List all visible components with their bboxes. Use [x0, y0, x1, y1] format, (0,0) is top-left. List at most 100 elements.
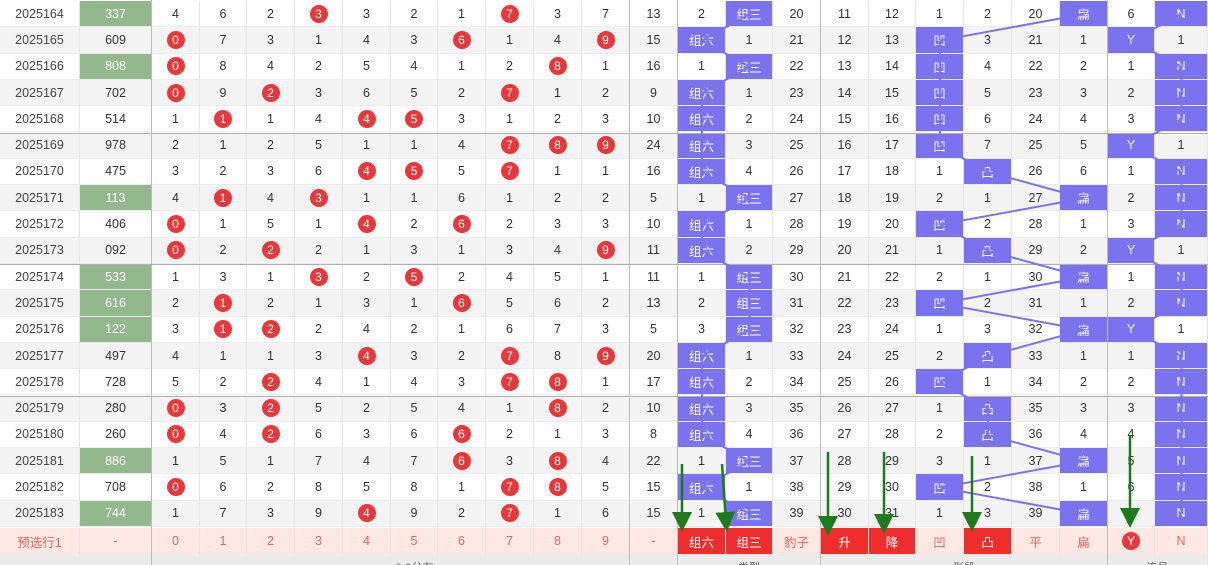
consecutive-no-cell-text: N — [1176, 6, 1186, 21]
consecutive-yes-cell: 6 — [1108, 1, 1155, 28]
predict-digit-button[interactable]: 6 — [438, 528, 486, 555]
shape-flat-cell-text: 27 — [1028, 190, 1043, 205]
digit-cell-text: 1 — [172, 269, 179, 284]
type-group3-cell: 组三 — [726, 1, 773, 28]
predict-tu-button[interactable]: 凸 — [964, 528, 1012, 555]
digit-cell: 6 — [438, 448, 486, 475]
column-group-divider — [629, 0, 630, 565]
type-baozi-cell: 22 — [773, 53, 821, 80]
predict-ao-button[interactable]: 凹 — [916, 528, 964, 555]
predict-baozi-button[interactable]: 豹子 — [773, 528, 821, 555]
predict-span-cell-text: - — [651, 534, 656, 548]
shape-concave-cell-text: 凹 — [933, 34, 946, 49]
shape-oblate-cell: 1 — [1060, 290, 1108, 317]
digit-cell-text: 4 — [410, 59, 418, 74]
hit-ball: 2 — [261, 372, 280, 391]
shape-convex-cell-text: 2 — [984, 295, 991, 310]
digit-cell: 4 — [295, 369, 343, 396]
shape-concave-cell-text: 1 — [936, 506, 943, 521]
footer-shape-label-text: 形段 — [953, 559, 975, 565]
digit-cell: 1 — [582, 53, 630, 80]
type-group6-cell-text: 1 — [698, 269, 705, 284]
shape-flat-cell: 32 — [1012, 316, 1060, 343]
shape-concave-cell-text: 1 — [936, 243, 943, 258]
predict-ping-button[interactable]: 平 — [1012, 528, 1060, 555]
span-cell-text: 10 — [646, 401, 661, 416]
predict-digit-button[interactable]: 7 — [486, 528, 534, 555]
draw-number-cell: 609 — [80, 27, 152, 54]
digit-cell-text: 3 — [458, 374, 465, 389]
shape-convex-cell: 2 — [964, 211, 1012, 238]
hit-ball: 7 — [500, 136, 519, 155]
digit-cell: 3 — [534, 211, 582, 238]
digit-cell: 7 — [200, 500, 247, 527]
hit-ball: 9 — [596, 346, 615, 365]
predict-form1-button[interactable]: 组六 — [678, 528, 726, 555]
predict-digit-button[interactable]: 5 — [391, 528, 438, 555]
digit-cell: 3 — [247, 500, 295, 527]
digit-cell-text: 5 — [363, 59, 370, 74]
consecutive-no-cell: 1 — [1155, 132, 1208, 159]
digit-cell-text: 2 — [410, 217, 418, 232]
type-group3-cell-text: 组三 — [736, 271, 762, 286]
predict-digit-button[interactable]: 2 — [247, 528, 295, 555]
hit-ball: 6 — [452, 425, 471, 444]
digit-cell-text: 1 — [602, 374, 609, 389]
digit-cell: 6 — [438, 290, 486, 317]
consecutive-no-cell-text: N — [1176, 506, 1186, 521]
type-group6-cell-text: 组六 — [688, 376, 714, 391]
predict-form2-button[interactable]: 组三 — [726, 528, 773, 555]
span-cell: 16 — [630, 158, 678, 186]
shape-rise-cell: 11 — [821, 1, 869, 28]
span-cell: 9 — [630, 79, 678, 107]
shape-flat-cell-text: 26 — [1028, 164, 1043, 179]
predict-digit-button[interactable]: 9 — [582, 528, 630, 555]
shape-oblate-cell-text: 1 — [1080, 217, 1087, 232]
consecutive-no-cell-text: 1 — [1177, 138, 1185, 153]
digit-cell: 7 — [295, 448, 343, 475]
span-cell: 16 — [630, 53, 678, 80]
predict-no-button[interactable]: N — [1155, 528, 1208, 555]
type-baozi-cell-text: 21 — [789, 32, 804, 47]
predict-digit-button[interactable]: 0 — [152, 528, 200, 555]
digit-cell-text: 4 — [554, 32, 561, 47]
digit-cell-text: 1 — [410, 190, 418, 205]
digit-cell: 4 — [438, 395, 486, 422]
predict-digit-button[interactable]: 3 — [295, 528, 343, 555]
digit-cell: 2 — [438, 500, 486, 527]
shape-flat-cell: 21 — [1012, 27, 1060, 54]
type-group3-cell-text: 组三 — [736, 455, 762, 470]
digit-cell: 2 — [200, 369, 247, 396]
hit-ball: 9 — [596, 30, 615, 49]
digit-cell: 4 — [343, 27, 391, 54]
digit-cell: 1 — [486, 395, 534, 422]
hit-ball: 1 — [214, 320, 232, 339]
digit-cell-text: 7 — [554, 322, 561, 337]
shape-oblate-cell: 1 — [1060, 474, 1108, 501]
predict-digit-button[interactable]: 8 — [534, 528, 582, 555]
type-group6-cell-text: 组六 — [688, 218, 714, 233]
shape-concave-cell: 2 — [916, 264, 964, 291]
predict-jiang-button[interactable]: 降 — [869, 528, 916, 555]
digit-cell: 2 — [152, 132, 200, 159]
issue-cell-text: 2025176 — [15, 322, 64, 337]
predict-digit-button[interactable]: 4 — [343, 528, 391, 555]
draw-number-cell-text: 702 — [105, 85, 126, 100]
shape-concave-cell-text: 2 — [936, 269, 943, 284]
shape-convex-cell: 1 — [964, 369, 1012, 396]
digit-cell-text: 1 — [506, 111, 513, 126]
consecutive-no-cell-text: N — [1176, 401, 1186, 416]
issue-cell: 2025181 — [0, 448, 80, 475]
shape-oblate-cell: 扁 — [1060, 316, 1108, 343]
predict-sheng-button[interactable]: 升 — [821, 528, 869, 555]
digit-cell-text: 5 — [410, 85, 418, 100]
predict-bian-button[interactable]: 扁 — [1060, 528, 1108, 555]
predict-consecutive-yes-button[interactable]: Y — [1108, 528, 1155, 555]
digit-cell: 8 — [200, 53, 247, 80]
shape-flat-cell-text: 38 — [1028, 480, 1043, 495]
digit-cell: 2 — [391, 1, 438, 28]
digit-cell: 6 — [438, 27, 486, 54]
predict-digit-button[interactable]: 1 — [200, 528, 247, 555]
shape-convex-cell-text: 3 — [984, 32, 991, 47]
digit-cell-text: 7 — [410, 453, 418, 468]
